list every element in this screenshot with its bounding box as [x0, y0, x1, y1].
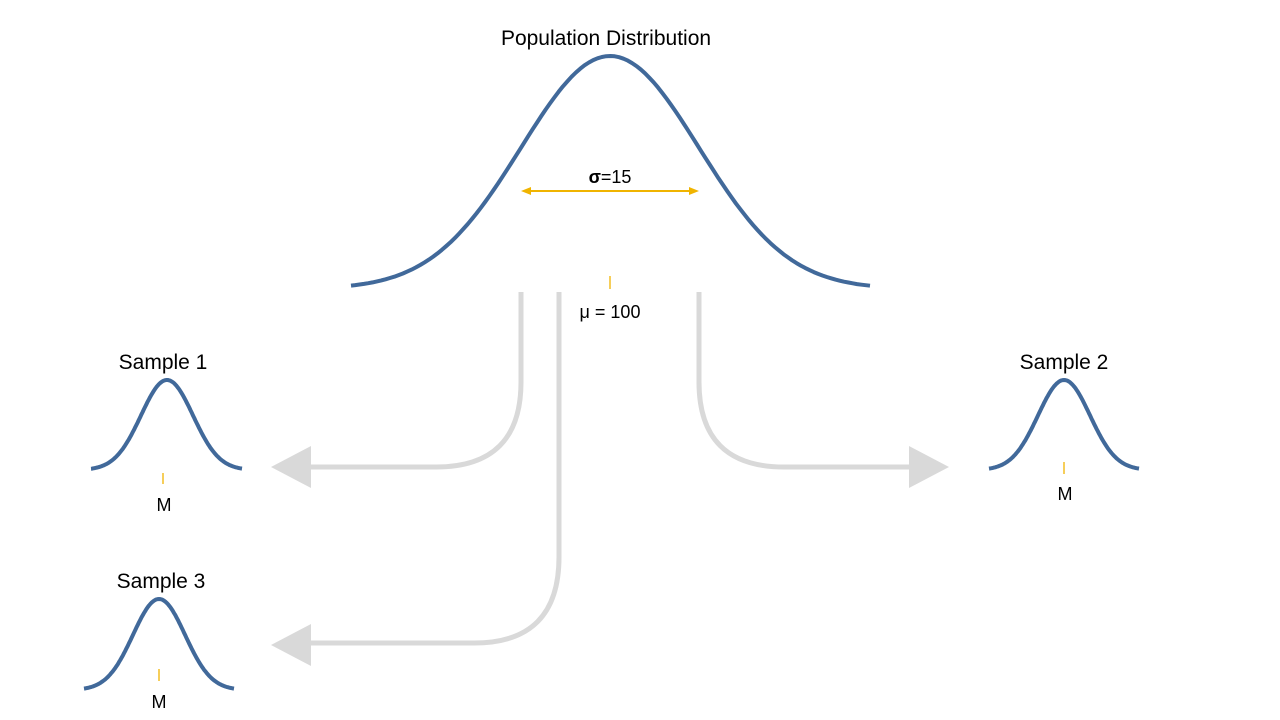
- flow-arrows: [271, 292, 949, 666]
- sample-1-title: Sample 1: [119, 351, 208, 374]
- sample-2-mean-label: M: [1058, 484, 1073, 504]
- sample-1-mean-label: M: [157, 495, 172, 515]
- sigma-marker: σ=15: [521, 167, 699, 195]
- sample-3: Sample 3 M: [83, 570, 235, 712]
- population-curve: [350, 54, 871, 288]
- sample-2-curve: [988, 378, 1140, 471]
- flow-arrow-sample-2: [696, 292, 910, 470]
- sample-3-title: Sample 3: [117, 570, 206, 593]
- sigma-value: =15: [601, 167, 632, 187]
- sigma-symbol: σ: [589, 167, 601, 187]
- flow-arrow-sample-1: [310, 292, 524, 470]
- arrowhead-sample-1: [271, 446, 311, 488]
- sample-2: Sample 2 M: [988, 351, 1140, 504]
- arrowhead-sample-3: [271, 624, 311, 666]
- sample-3-curve: [83, 597, 235, 691]
- sample-1-curve: [90, 378, 243, 471]
- sample-2-title: Sample 2: [1020, 351, 1109, 374]
- sigma-label: σ=15: [589, 167, 632, 187]
- arrowhead-sample-2: [909, 446, 949, 488]
- sample-1: Sample 1 M: [90, 351, 243, 515]
- population-mean-label: μ = 100: [580, 302, 641, 322]
- sigma-arrowhead-left: [521, 187, 531, 195]
- sigma-arrowhead-right: [689, 187, 699, 195]
- flow-arrow-sample-3: [310, 292, 562, 646]
- population-distribution: Population Distribution σ=15 μ = 100: [350, 27, 871, 322]
- population-title: Population Distribution: [501, 27, 711, 50]
- sample-3-mean-label: M: [152, 692, 167, 712]
